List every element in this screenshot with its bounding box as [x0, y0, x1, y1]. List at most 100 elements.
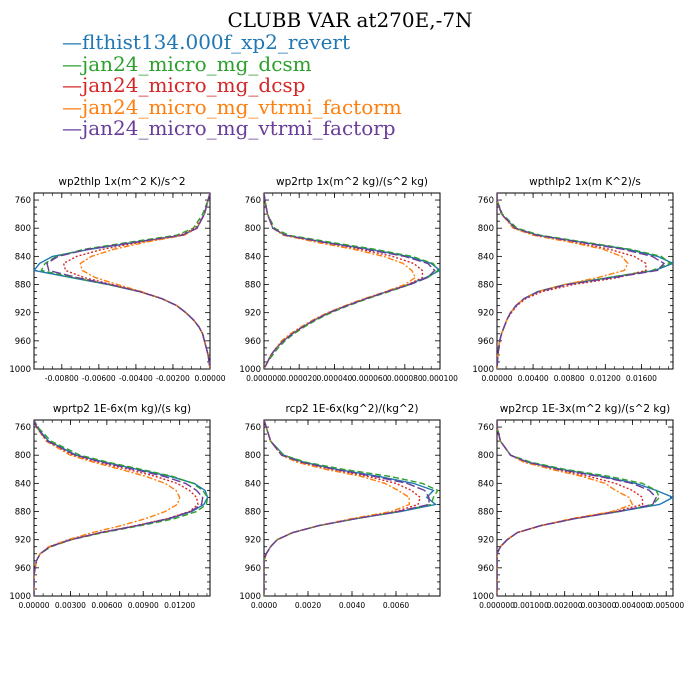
x-tick-label: 0.000100	[422, 374, 458, 383]
series-line	[497, 193, 629, 369]
legend-entry: —flthist134.000f_xp2_revert	[62, 31, 402, 54]
chart-title: wp2rcp 1E-3x(m^2 kg)/(s^2 kg)	[500, 403, 671, 415]
chart-panel: wprtp2 1E-6x(m kg)/(s kg) 760 800 840 880 920…	[9, 403, 211, 610]
x-tick-label: 0.00600	[91, 601, 122, 610]
y-tick-label: 1000	[9, 365, 31, 375]
x-tick-label: 0.00400	[518, 374, 549, 383]
y-tick-label: 760	[478, 423, 494, 433]
x-tick-label: 0.0060	[383, 601, 409, 610]
series-line	[34, 193, 210, 369]
series-line	[79, 193, 210, 369]
y-tick-label: 800	[15, 224, 31, 234]
y-tick-label: 840	[15, 252, 31, 262]
x-tick-label: 0.00000	[481, 374, 512, 383]
x-tick-label: 0.003000	[581, 601, 617, 610]
legend-entry: —jan24_micro_mg_vtrmi_factorp	[62, 116, 402, 140]
x-tick-label: 0.000000	[246, 374, 282, 383]
series-line	[497, 420, 634, 596]
series-line	[34, 420, 209, 596]
y-tick-label: 1000	[472, 592, 494, 602]
y-tick-label: 800	[15, 451, 31, 461]
series-line	[46, 193, 210, 369]
series-line	[264, 420, 422, 596]
series-line	[497, 193, 672, 369]
y-tick-label: 960	[245, 337, 261, 347]
series-line	[264, 420, 438, 596]
chart-panel: wp2rcp 1E-3x(m^2 kg)/(s^2 kg) 760 800 840 88…	[472, 403, 684, 610]
x-tick-label: 0.000040	[317, 374, 353, 383]
y-tick-label: 960	[478, 337, 494, 347]
series-line	[497, 193, 647, 369]
x-tick-label: 0.0000	[251, 601, 277, 610]
y-tick-label: 760	[245, 196, 261, 206]
series-line	[264, 193, 436, 369]
y-tick-label: 880	[478, 508, 494, 518]
y-tick-label: 920	[245, 309, 261, 319]
y-tick-label: 1000	[239, 592, 261, 602]
x-tick-label: 0.00300	[55, 601, 86, 610]
x-tick-label: 0.000000	[479, 601, 515, 610]
x-tick-label: -0.00800	[45, 374, 79, 383]
series-line	[34, 420, 209, 596]
series-line	[34, 420, 204, 596]
y-tick-label: 880	[245, 281, 261, 291]
x-tick-label: -0.00200	[156, 374, 190, 383]
y-tick-label: 1000	[9, 592, 31, 602]
y-tick-label: 960	[478, 564, 494, 574]
series-line	[40, 193, 210, 369]
y-tick-label: 920	[15, 309, 31, 319]
figure-title: CLUBB VAR at270E,-7N	[227, 8, 473, 32]
series-line	[264, 193, 440, 369]
legend-entry: —jan24_micro_mg_dcsm	[62, 51, 402, 76]
y-tick-label: 800	[245, 224, 261, 234]
chart-panel: wpthlp2 1x(m K^2)/s 760 800 840 880 920 960 100…	[472, 176, 674, 383]
plot-frame	[33, 192, 211, 370]
x-tick-label: -0.00600	[82, 374, 116, 383]
y-tick-label: 800	[245, 451, 261, 461]
series-line	[497, 420, 657, 596]
legend-label: jan24_micro_mg_dcsp	[82, 73, 306, 97]
x-tick-label: 0.005000	[648, 601, 684, 610]
legend-entry: —jan24_micro_mg_vtrmi_factorm	[62, 96, 402, 119]
y-tick-label: 920	[478, 309, 494, 319]
x-tick-label: -0.00400	[119, 374, 153, 383]
y-tick-label: 960	[15, 337, 31, 347]
x-tick-label: 0.002000	[547, 601, 583, 610]
y-tick-label: 800	[478, 224, 494, 234]
legend-label: jan24_micro_mg_vtrmi_factorp	[82, 116, 396, 140]
x-tick-label: 0.00900	[128, 601, 159, 610]
y-tick-label: 920	[15, 536, 31, 546]
x-tick-label: 0.000020	[281, 374, 317, 383]
x-tick-label: 0.004000	[614, 601, 650, 610]
y-tick-label: 960	[15, 564, 31, 574]
y-tick-label: 880	[478, 281, 494, 291]
y-tick-label: 840	[15, 479, 31, 489]
series-line	[264, 420, 430, 596]
x-tick-label: 0.000060	[352, 374, 388, 383]
plot-frame	[33, 419, 211, 597]
series-line	[264, 420, 410, 596]
x-tick-label: 0.0020	[295, 601, 321, 610]
y-tick-label: 840	[478, 479, 494, 489]
chart-panel: rcp2 1E-6x(kg^2)/(kg^2) 760 800 840 880 920 96…	[239, 403, 441, 610]
series-line	[497, 420, 673, 596]
plot-frame	[496, 419, 674, 597]
x-tick-label: 0.01600	[626, 374, 657, 383]
plot-frame	[263, 192, 441, 370]
y-tick-label: 920	[478, 536, 494, 546]
y-tick-label: 840	[478, 252, 494, 262]
series-line	[62, 193, 210, 369]
x-tick-label: 0.01200	[590, 374, 621, 383]
y-tick-label: 1000	[472, 365, 494, 375]
x-tick-label: 0.0040	[339, 601, 365, 610]
y-tick-label: 800	[478, 451, 494, 461]
legend: —flthist134.000f_xp2_revert —jan24_micro…	[62, 31, 402, 140]
y-tick-label: 960	[245, 564, 261, 574]
plot-frame	[496, 192, 674, 370]
x-tick-label: 0.00800	[554, 374, 585, 383]
chart-panel: wp2thlp 1x(m^2 K)/s^2 760 800 840 880 920 960 1…	[9, 176, 225, 383]
chart-panel: wp2rtp 1x(m^2 kg)/(s^2 kg) 760 800 840 880 92…	[239, 176, 458, 383]
legend-label: jan24_micro_mg_dcsm	[82, 51, 312, 76]
y-tick-label: 880	[245, 508, 261, 518]
